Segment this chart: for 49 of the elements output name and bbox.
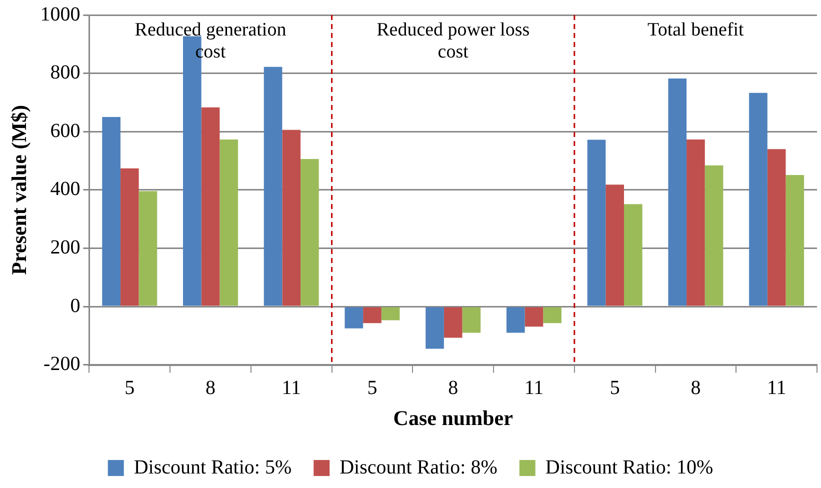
bar — [686, 139, 705, 306]
bar — [201, 107, 220, 306]
y-axis-title: Present value (M$) — [7, 104, 32, 275]
legend-label: Discount Ratio: 5% — [134, 456, 292, 478]
bar — [786, 175, 804, 306]
bar — [606, 184, 624, 306]
bar — [543, 307, 562, 324]
legend-label: Discount Ratio: 8% — [340, 456, 498, 478]
bar — [102, 117, 120, 306]
bar — [524, 307, 544, 327]
x-tick-label: 11 — [282, 377, 301, 400]
bar — [282, 130, 301, 306]
annotation: Total benefit — [648, 19, 745, 40]
bar — [462, 307, 481, 333]
bar — [344, 307, 364, 328]
x-tick-label: 11 — [766, 377, 786, 400]
y-tick-label: -200 — [44, 353, 80, 376]
bar — [668, 78, 687, 306]
legend-label: Discount Ratio: 10% — [545, 456, 714, 478]
x-tick-label: 8 — [206, 377, 216, 400]
y-tick-label: 200 — [50, 236, 80, 258]
y-tick-label: 400 — [50, 178, 80, 200]
bar — [426, 307, 444, 349]
x-tick-label: 5 — [610, 377, 620, 400]
bar — [506, 307, 525, 333]
bar — [587, 140, 606, 306]
bar — [767, 149, 786, 306]
y-tick-label: 800 — [50, 62, 80, 84]
x-tick-label: 5 — [124, 377, 135, 400]
bar — [300, 159, 319, 306]
bar — [444, 307, 462, 338]
annotation: Reduced power loss cost — [376, 19, 530, 62]
y-tick-label: 0 — [70, 294, 80, 317]
y-tick-label: 1000 — [40, 3, 80, 26]
bar — [264, 66, 282, 306]
bar — [120, 168, 139, 306]
x-tick-label: 8 — [690, 377, 701, 400]
x-tick-label: 11 — [524, 377, 544, 400]
x-axis-title: Case number — [393, 406, 513, 430]
y-tick-label: 600 — [50, 120, 80, 142]
bar — [381, 307, 400, 320]
x-tick-label: 5 — [367, 377, 378, 400]
bar — [138, 191, 158, 306]
x-tick-label: 8 — [448, 377, 458, 400]
bar — [749, 92, 768, 306]
bar — [220, 139, 238, 306]
bar — [363, 307, 382, 324]
bar — [704, 165, 724, 306]
bar — [624, 204, 642, 306]
